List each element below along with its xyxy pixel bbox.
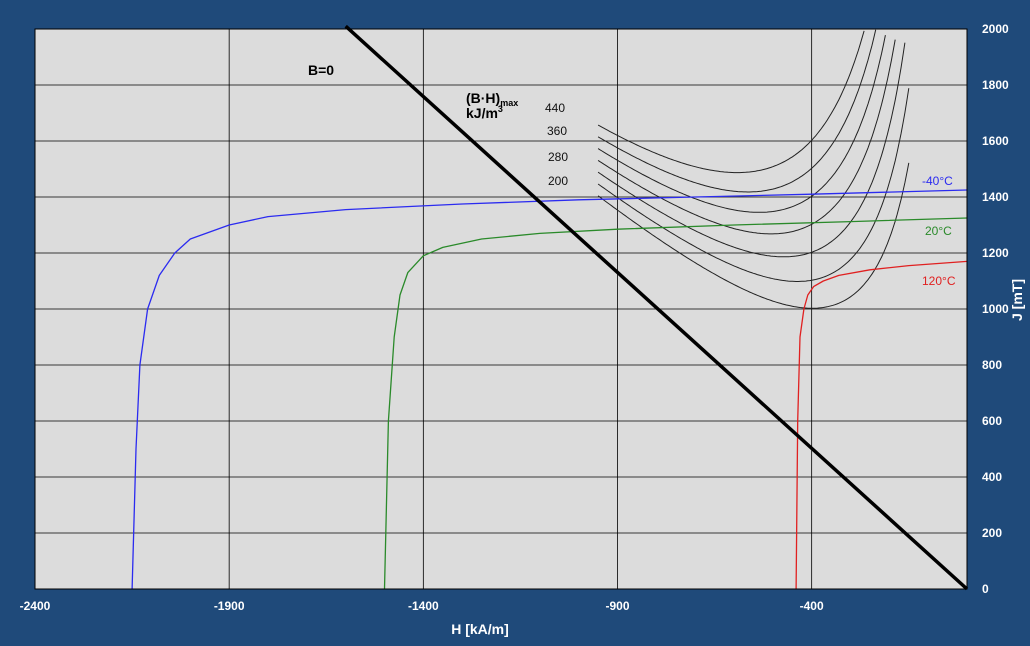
bh-iso-curve	[597, 29, 877, 193]
y-tick-label: 400	[982, 470, 1002, 484]
bh-iso-curve	[597, 35, 886, 213]
y-tick-label: 800	[982, 358, 1002, 372]
y-axis-ticks: 0 200 400 600 800 1000 1200 1400 1600 1800 2000	[982, 22, 1009, 596]
bh-max-title: (B·H)max	[466, 90, 518, 108]
y-tick-label: 200	[982, 526, 1002, 540]
bh-label-440: 440	[545, 101, 565, 115]
series-label-20: 20°C	[925, 224, 952, 238]
y-axis-title: J [mT]	[1009, 279, 1025, 321]
x-tick-label: -2400	[20, 599, 51, 613]
series-label-120: 120°C	[922, 274, 956, 288]
y-tick-label: 1800	[982, 78, 1009, 92]
b-zero-label: B=0	[308, 62, 334, 78]
x-axis-ticks: -2400 -1900 -1400 -900 -400	[20, 599, 824, 613]
bh-label-280: 280	[548, 150, 568, 164]
x-tick-label: -400	[800, 599, 824, 613]
y-tick-label: 1600	[982, 134, 1009, 148]
x-tick-label: -900	[605, 599, 629, 613]
series-label-minus40: -40°C	[922, 174, 953, 188]
series-line	[383, 217, 968, 590]
bh-label-200: 200	[548, 174, 568, 188]
y-tick-label: 1000	[982, 302, 1009, 316]
bh-iso-curve	[597, 39, 896, 235]
series-layer	[131, 24, 969, 591]
bh-max-curves	[597, 29, 910, 309]
bh-iso-curve	[597, 88, 910, 282]
bh-iso-curve	[597, 42, 906, 258]
x-tick-label: -1900	[214, 599, 245, 613]
x-axis-title: H [kA/m]	[451, 621, 509, 637]
bh-max-unit: kJ/m3	[466, 104, 503, 121]
grid	[35, 29, 967, 589]
bh-iso-curve	[597, 162, 910, 309]
series-line	[131, 189, 968, 590]
y-tick-label: 1400	[982, 190, 1009, 204]
bh-label-360: 360	[547, 124, 567, 138]
plot-border	[34, 28, 968, 590]
y-tick-label: 0	[982, 582, 989, 596]
series-line	[795, 260, 968, 590]
x-tick-label: -1400	[408, 599, 439, 613]
b-zero-line	[344, 24, 969, 591]
y-tick-label: 600	[982, 414, 1002, 428]
y-tick-label: 2000	[982, 22, 1009, 36]
bh-iso-curve	[597, 30, 865, 174]
y-tick-label: 1200	[982, 246, 1009, 260]
